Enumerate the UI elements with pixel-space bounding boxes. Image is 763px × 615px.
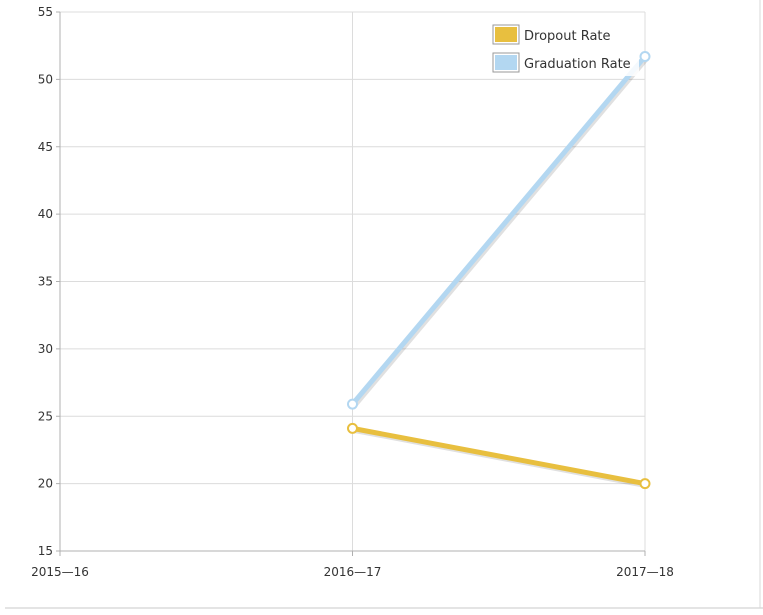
legend-label[interactable]: Dropout Rate	[524, 29, 611, 44]
y-tick-label: 15	[38, 544, 53, 558]
y-tick-label: 35	[38, 275, 53, 289]
y-tick-label: 40	[38, 207, 53, 221]
legend-label[interactable]: Graduation Rate	[524, 57, 631, 72]
graduation-rate-line	[350, 53, 648, 407]
graduation-rate-point[interactable]	[639, 50, 651, 62]
x-tick-label: 2015—16	[31, 565, 89, 579]
series-lines	[347, 50, 651, 490]
x-tick-label: 2016—17	[324, 565, 382, 579]
tick-labels: 15 20 25 30 35 40 45 50 55 2015—16 2016—17 2017—18	[31, 5, 674, 579]
y-tick-label: 45	[38, 140, 53, 154]
axes	[56, 11, 646, 556]
legend: Dropout Rate Graduation Rate	[492, 22, 639, 76]
y-tick-label: 20	[38, 477, 53, 491]
x-tick-label: 2017—18	[616, 565, 674, 579]
y-tick-label: 50	[38, 72, 53, 86]
y-tick-label: 30	[38, 342, 53, 356]
graduation-rate-point[interactable]	[347, 398, 358, 410]
dropout-rate-point[interactable]	[347, 422, 358, 434]
dropout-rate-line	[350, 425, 648, 487]
y-tick-label: 55	[38, 5, 53, 19]
y-tick-label: 25	[38, 409, 53, 423]
dropout-rate-point[interactable]	[639, 478, 651, 490]
legend-swatch	[495, 27, 517, 42]
legend-swatch	[495, 55, 517, 70]
